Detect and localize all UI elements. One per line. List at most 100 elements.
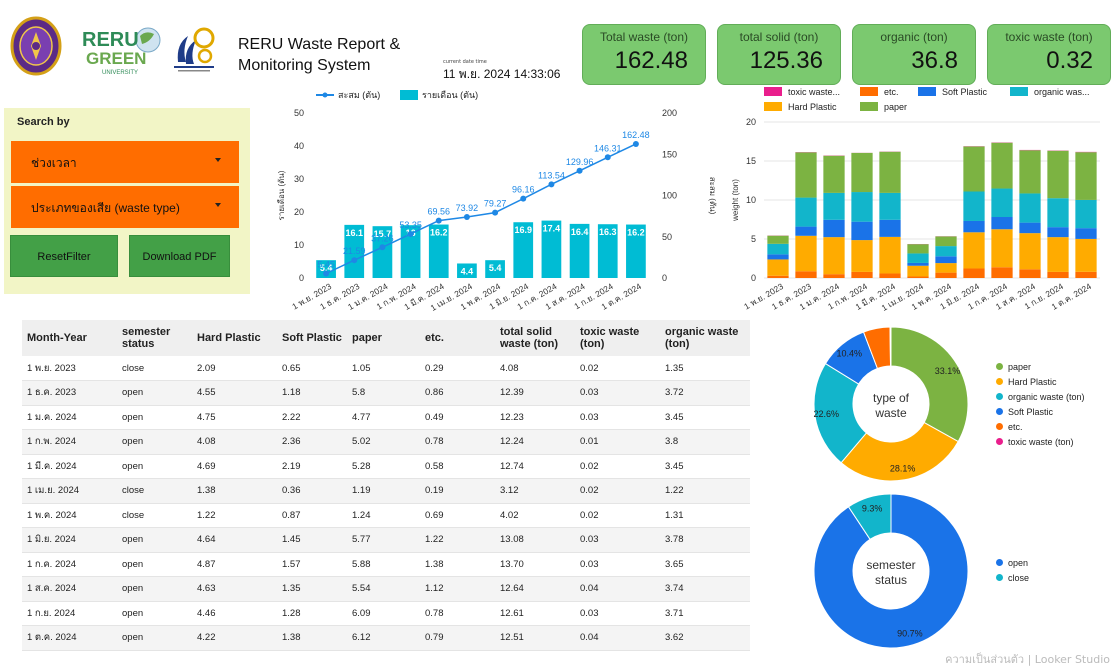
stack-segment-hard_plastic xyxy=(879,236,901,274)
table-cell: close xyxy=(117,478,192,504)
anniversary-logo xyxy=(172,24,216,76)
table-header-row: Month-Year semester status Hard Plastic Sof… xyxy=(22,320,750,356)
legend-item[interactable]: toxic waste (ton) xyxy=(996,437,1074,447)
stack-segment-etc xyxy=(935,272,957,278)
legend-label: etc. xyxy=(884,87,899,97)
stack-segment-soft_plastic xyxy=(767,254,789,260)
download-pdf-button[interactable]: Download PDF xyxy=(129,235,230,277)
table-cell: 0.29 xyxy=(420,356,495,381)
column-header[interactable]: paper xyxy=(347,320,420,356)
stack-segment-organic xyxy=(1047,198,1069,228)
table-cell: 1 พ.ค. 2024 xyxy=(22,503,117,528)
stack-segment-soft_plastic xyxy=(991,217,1013,230)
column-header[interactable]: organic waste (ton) xyxy=(660,320,750,356)
monthly-cumulative-chart: สะสม (ตัน) รายเดือน (ตัน) 0 10 20 30 40 50 0 50 10… xyxy=(277,90,717,313)
waste-type-dropdown[interactable]: ประเภทของเสีย (waste type) xyxy=(11,186,239,228)
y-tick-right: 150 xyxy=(662,149,677,159)
column-header[interactable]: total solid waste (ton) xyxy=(495,320,575,356)
stack-segment-hard_plastic xyxy=(795,235,817,272)
line-point xyxy=(632,140,639,147)
table-cell: 1.35 xyxy=(277,576,347,602)
stack-segment-soft_plastic xyxy=(823,219,845,238)
legend-label: etc. xyxy=(1008,422,1023,432)
svg-text:RERU: RERU xyxy=(82,29,139,51)
line-value-label: 113.54 xyxy=(538,170,565,180)
stack-segment-paper xyxy=(823,155,845,193)
stack-segment-organic xyxy=(907,253,929,263)
line-point xyxy=(379,244,386,251)
legend-label: toxic waste (ton) xyxy=(1008,437,1074,447)
waste-type-center-label: type of xyxy=(873,391,910,405)
legend-item[interactable]: etc. xyxy=(996,422,1023,432)
legend-label: open xyxy=(1008,558,1029,568)
stack-segment-etc xyxy=(795,271,817,278)
table-cell: 0.02 xyxy=(575,478,660,504)
column-header[interactable]: etc. xyxy=(420,320,495,356)
cumulative-line xyxy=(325,143,637,275)
filter-panel: Search by ช่วงเวลา ประเภทของเสีย (waste … xyxy=(4,108,250,294)
stack-segment-organic xyxy=(1075,199,1097,229)
y-axis-right-label: สะสม (ตัน) xyxy=(708,177,717,215)
bar xyxy=(428,224,449,278)
legend-item[interactable]: Soft Plastic xyxy=(996,407,1053,417)
line-point xyxy=(492,209,499,216)
donut-slice-close xyxy=(847,493,892,540)
table-cell: 4.02 xyxy=(495,503,575,528)
y-tick-right: 0 xyxy=(662,273,667,283)
line-value-label: 37.26 xyxy=(371,233,394,243)
table-cell: 1.31 xyxy=(660,503,750,528)
waste-type-stacked-chart: toxic waste... etc. Soft Plastic organic wa… xyxy=(731,87,1100,313)
bar-value-label: 16.3 xyxy=(599,227,617,237)
table-cell: 0.03 xyxy=(575,552,660,577)
stack-segment-etc xyxy=(963,268,985,278)
semester-status-center-label: semester xyxy=(866,558,915,572)
period-dropdown[interactable]: ช่วงเวลา xyxy=(11,141,239,183)
column-header[interactable]: Hard Plastic xyxy=(192,320,277,356)
legend-item[interactable]: paper xyxy=(996,362,1031,372)
legend-dot xyxy=(996,423,1003,430)
legend-swatch xyxy=(860,87,878,96)
donut-slice-open xyxy=(813,493,969,649)
stack-segment-etc xyxy=(823,274,845,278)
bar-value-label: 5.4 xyxy=(320,263,333,273)
table-cell: 3.74 xyxy=(660,576,750,602)
legend-swatch xyxy=(860,102,878,111)
y-tick-left: 30 xyxy=(294,174,304,184)
table-cell: open xyxy=(117,380,192,406)
table-cell: 0.58 xyxy=(420,454,495,479)
slice-percent-label: 28.1% xyxy=(890,463,916,473)
table-cell: 0.01 xyxy=(575,429,660,455)
table-cell: 6.12 xyxy=(347,625,420,651)
legend-item[interactable]: close xyxy=(996,573,1029,583)
column-header[interactable]: Month-Year xyxy=(22,320,117,356)
table-cell: 0.19 xyxy=(420,478,495,504)
stack-segment-paper xyxy=(767,235,789,244)
table-cell: 0.03 xyxy=(575,405,660,430)
legend-item[interactable]: organic waste (ton) xyxy=(996,392,1085,402)
organic-card: organic (ton) 36.8 xyxy=(852,24,976,85)
table-row: 1 ธ.ค. 2023 open 4.55 1.18 5.8 0.86 12.39 0.03 3… xyxy=(22,380,750,406)
column-header[interactable]: toxic waste (ton) xyxy=(575,320,660,356)
bar-value-label: 4.4 xyxy=(461,266,474,276)
table-cell: 1.22 xyxy=(660,478,750,504)
chart1-legend: สะสม (ตัน) รายเดือน (ตัน) xyxy=(316,90,478,100)
datetime-label: current date time xyxy=(443,59,487,65)
table-cell: 0.65 xyxy=(277,356,347,381)
table-cell: 3.65 xyxy=(660,552,750,577)
legend-cumulative-label: สะสม (ตัน) xyxy=(338,90,380,100)
column-header[interactable]: semester status xyxy=(117,320,192,356)
table-cell: 1.12 xyxy=(420,576,495,602)
bar xyxy=(485,260,505,278)
slice-percent-label: 9.3% xyxy=(862,503,883,513)
legend-item[interactable]: open xyxy=(996,558,1028,568)
legend-item[interactable]: Hard Plastic xyxy=(996,377,1057,387)
semester-status-center-label: status xyxy=(875,573,907,587)
column-header[interactable]: Soft Plastic xyxy=(277,320,347,356)
reset-filter-button[interactable]: ResetFilter xyxy=(10,235,118,277)
table-cell: 1.24 xyxy=(347,503,420,528)
filter-title: Search by xyxy=(17,116,70,128)
table-cell: 1 ม.ค. 2024 xyxy=(22,405,117,430)
table-cell: 4.75 xyxy=(192,405,277,430)
y-tick-left: 0 xyxy=(299,273,304,283)
line-value-label: 96.16 xyxy=(512,185,535,195)
